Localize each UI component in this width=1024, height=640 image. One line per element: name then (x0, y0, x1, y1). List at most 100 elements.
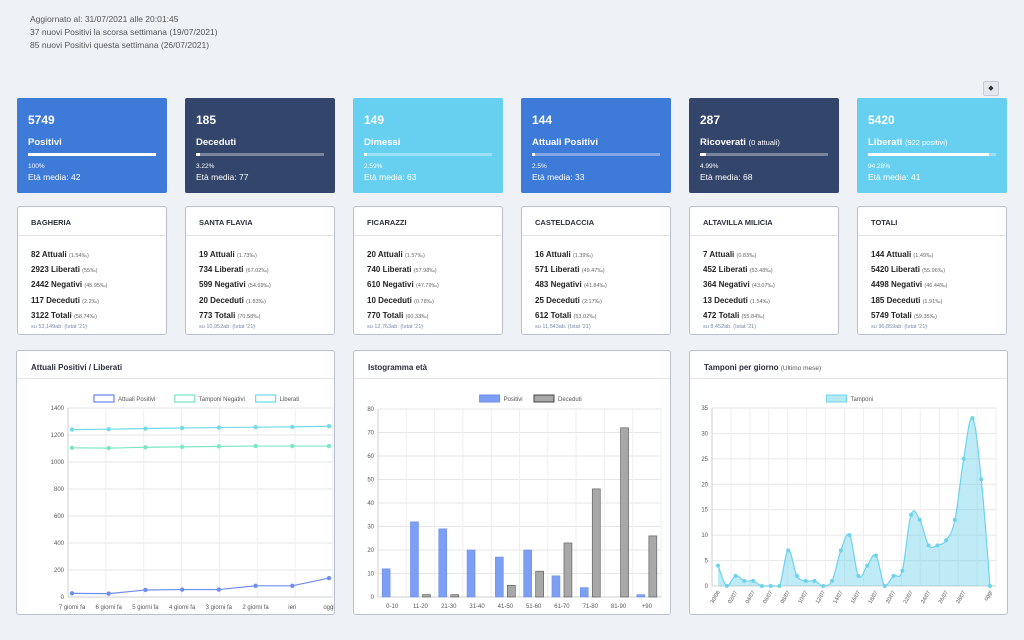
x-tick-label: 14/07 (832, 590, 844, 605)
town-card-ficarazzi: FICARAZZI 20 Attuali (1.57‰) 740 Liberati … (353, 206, 503, 335)
stat-value: 5749 (28, 113, 55, 127)
town-stat-value: 4498 Negativi (871, 280, 923, 290)
town-stat-value: 483 Negativi (535, 280, 582, 290)
town-stat-permille: (41.84‰) (583, 283, 607, 290)
stat-progress-fill (868, 153, 989, 156)
data-point (926, 543, 931, 548)
town-stat-value: 20 Deceduti (199, 295, 244, 305)
line-chart: 0 200 400 600 800 1000 1200 1400 7 giorni fa 6 gi… (51, 394, 334, 611)
stat-progress-fill (364, 153, 368, 156)
legend-label: Positivi (504, 397, 523, 403)
stat-value: 287 (700, 113, 721, 127)
town-stat-value: 452 Liberati (703, 265, 748, 275)
town-stat-permille: (60.33‰) (405, 313, 429, 320)
stat-card-ricoverati: 287 Ricoverati (0 attuali) 4.99% Età media:… (689, 98, 839, 193)
data-point (179, 425, 185, 431)
data-point (952, 517, 957, 522)
stat-label: Liberati (922 positivi) (868, 137, 996, 148)
theme-toggle-button[interactable]: ◆ (983, 81, 999, 96)
data-point (838, 548, 843, 553)
diamond-icon: ◆ (988, 85, 994, 92)
x-tick-label: 08/07 (780, 590, 792, 605)
x-tick-label: oggi (323, 605, 334, 611)
town-stat-value: 734 Liberati (199, 265, 244, 275)
stat-progress-bar (28, 153, 156, 156)
y-tick-label: 20 (367, 548, 374, 554)
x-tick-label: 16/07 (850, 590, 862, 605)
stat-label-text: Deceduti (196, 137, 237, 148)
town-stat-row: 20 Attuali (1.57‰) (367, 248, 502, 263)
bar (535, 570, 544, 598)
town-stat-permille: (47.79‰) (415, 283, 439, 290)
y-tick-label: 15 (701, 508, 708, 514)
stat-average-age: Età media: 77 (196, 172, 249, 182)
bar (591, 488, 601, 598)
legend-item: Deceduti (533, 394, 582, 403)
y-tick-label: 60 (367, 454, 374, 460)
town-stat-row: 19 Attuali (1.73‰) (199, 248, 334, 263)
updated-timestamp: Aggiornato al: 31/07/2021 alle 20:01:45 (30, 14, 179, 24)
stat-value: 5420 (868, 113, 895, 127)
stat-percentage: 2.5% (532, 163, 547, 170)
town-stat-value: 117 Deceduti (31, 295, 80, 305)
data-point (179, 587, 185, 592)
town-stat-row: 5749 Totali (59.35‰) (871, 309, 1006, 324)
x-tick-label: 31-40 (469, 604, 485, 610)
x-tick-label: 3 giorni fa (206, 605, 233, 611)
stat-average-age: Età media: 42 (28, 172, 81, 182)
y-tick-label: 400 (54, 541, 65, 547)
legend-label: Deceduti (558, 397, 582, 403)
legend-swatch (254, 394, 277, 403)
data-point (253, 583, 258, 588)
town-stat-row: 20 Deceduti (1.83‰) (199, 294, 334, 309)
town-stat-value: 571 Liberati (535, 265, 580, 275)
series-line (71, 445, 329, 449)
chart-tamponi: Tamponi per giorno (Ultimo mese) 0 5 10 15 2… (689, 350, 1008, 615)
town-stat-permille: (45.95‰) (84, 283, 108, 290)
x-tick-label: 28/07 (955, 590, 967, 605)
bar (507, 584, 516, 598)
data-point (900, 568, 905, 573)
y-tick-label: 10 (367, 572, 374, 578)
data-point (724, 584, 729, 588)
data-point (326, 424, 332, 429)
town-stat-value: 7 Attuali (703, 250, 735, 259)
x-tick-label: 04/07 (745, 590, 757, 605)
town-stat-row: 25 Deceduti (2.17‰) (535, 294, 670, 309)
bar (450, 594, 460, 598)
x-tick-label: 21-30 (441, 604, 457, 610)
town-stat-row: 4498 Negativi (46.44‰) (871, 278, 1006, 293)
bar (438, 528, 448, 598)
bar (620, 427, 629, 598)
stat-card-liberati: 5420 Liberati (922 positivi) 94.28% Età med… (857, 98, 1007, 193)
town-stat-value: 740 Liberati (367, 265, 412, 275)
town-stat-permille: (1.57‰) (404, 253, 425, 259)
x-tick-label: 61-70 (554, 604, 570, 610)
town-stat-permille: (0.78‰) (414, 298, 435, 305)
data-point (847, 533, 852, 538)
town-population: su 53,149ab. (Istat '21) (31, 324, 88, 331)
data-point (751, 578, 756, 583)
x-tick-label: 2 giorni fa (242, 605, 269, 611)
legend-item: Tamponi (825, 394, 873, 403)
town-stat-row: 10 Deceduti (0.78‰) (367, 294, 502, 309)
x-tick-label: 51-60 (526, 604, 542, 610)
data-point (759, 584, 764, 588)
legend-item: Positivi (479, 394, 523, 403)
stat-card-attuali-positivi: 144 Attuali Positivi 2.5% Età media: 33 (521, 98, 671, 193)
y-tick-label: 1400 (51, 406, 65, 412)
town-stat-row: 2923 Liberati (55‰) (31, 263, 166, 278)
town-stat-value: 13 Deceduti (703, 295, 748, 305)
town-stat-row: 7 Attuali (0.83‰) (703, 248, 838, 263)
area-fill (718, 417, 990, 586)
x-tick-label: 81-90 (611, 604, 627, 610)
stat-label-text: Positivi (28, 137, 62, 148)
series-line (71, 577, 330, 595)
y-tick-label: 200 (54, 568, 65, 574)
stat-label: Ricoverati (0 attuali) (700, 137, 828, 148)
stat-percentage: 4.99% (700, 163, 719, 170)
chart-title: Tamponi per giorno (Ultimo mese) (690, 351, 1007, 379)
x-tick-label: 10/07 (797, 590, 809, 605)
town-stat-permille: (1.83‰) (246, 298, 267, 305)
legend-swatch (174, 394, 196, 403)
